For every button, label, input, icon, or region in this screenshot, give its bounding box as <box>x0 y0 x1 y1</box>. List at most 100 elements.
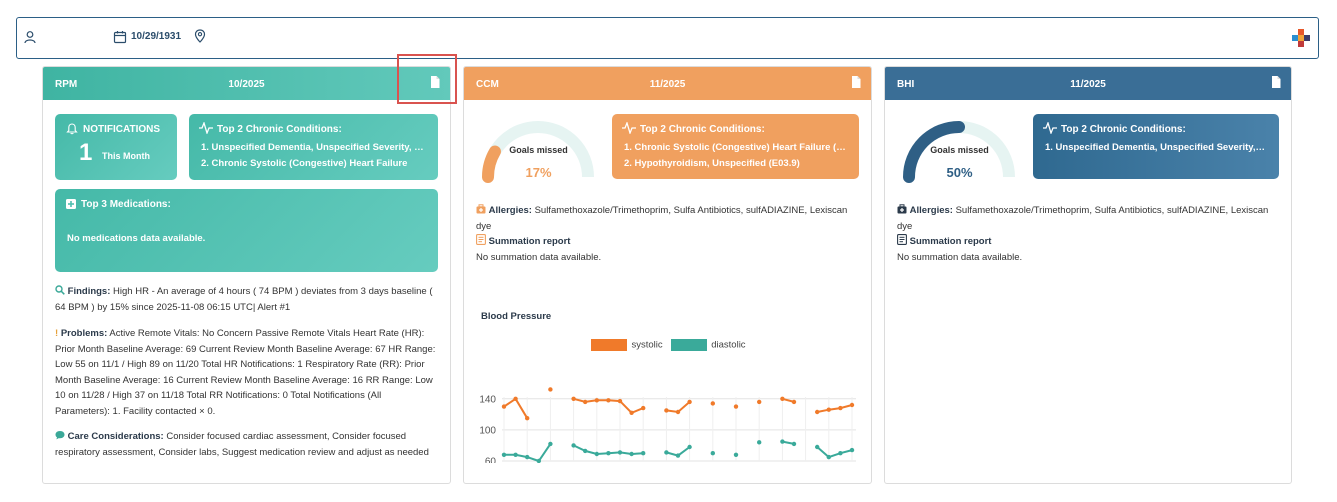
systolic-point <box>617 398 623 404</box>
diastolic-point <box>606 451 611 456</box>
rpm-period: 10/2025 <box>228 79 265 90</box>
ccm-conditions-box: Top 2 Chronic Conditions: 1. Chronic Sys… <box>612 114 859 179</box>
systolic-point <box>791 399 797 405</box>
care-label: Care Considerations: <box>67 431 164 442</box>
problems-text: Active Remote Vitals: No Concern Passive… <box>55 328 436 417</box>
systolic-point <box>780 396 785 401</box>
report-icon <box>897 234 907 245</box>
systolic-point <box>675 409 681 415</box>
chart-title: Blood Pressure <box>481 311 552 322</box>
y-tick-label: 60 <box>485 457 497 464</box>
bhi-conditions-title: Top 2 Chronic Conditions: <box>1061 124 1186 135</box>
systolic-point <box>826 407 831 412</box>
location-pin-icon[interactable] <box>194 29 206 43</box>
rpm-conditions-title: Top 2 Chronic Conditions: <box>217 124 342 135</box>
y-tick-label: 140 <box>479 394 496 405</box>
systolic-point <box>710 401 715 406</box>
notifications-count: 1 <box>79 139 93 166</box>
diastolic-point <box>571 443 576 448</box>
document-icon[interactable] <box>430 76 440 88</box>
systolic-point <box>641 405 646 411</box>
bhi-gauge-label: Goals missed <box>930 145 989 155</box>
ccm-period: 11/2025 <box>649 79 686 90</box>
diastolic-point <box>733 452 739 457</box>
diastolic-point <box>617 450 623 455</box>
systolic-point <box>664 408 669 413</box>
ccm-condition-1: 1. Chronic Systolic (Congestive) Heart F… <box>624 142 846 153</box>
rpm-card: RPM 10/2025 NOTIFICATIONS 1 This Month T… <box>42 66 451 484</box>
ccm-summation-section: Summation report No summation data avail… <box>476 234 859 265</box>
systolic-point <box>849 402 855 408</box>
rpm-conditions-box: Top 2 Chronic Conditions: 1. Unspecified… <box>189 114 438 180</box>
bhi-header: BHI 11/2025 <box>885 67 1291 100</box>
rpm-condition-2: 2. Chronic Systolic (Congestive) Heart F… <box>201 158 408 169</box>
diastolic-point <box>675 453 681 458</box>
bhi-condition-1: 1. Unspecified Dementia, Unspecified Sev… <box>1045 142 1267 153</box>
document-icon[interactable] <box>1271 76 1281 88</box>
legend-swatch-systolic[interactable] <box>591 339 628 351</box>
bhi-gauge-arc <box>903 121 1015 183</box>
ccm-summation-label: Summation report <box>488 236 571 247</box>
patient-bar: 10/29/1931 <box>16 17 1319 59</box>
ccm-allergies-section: Allergies: Sulfamethoxazole/Trimethoprim… <box>476 203 859 234</box>
date-of-birth: 10/29/1931 <box>131 31 182 42</box>
medical-bag-icon <box>476 204 486 214</box>
y-tick-label: 100 <box>479 425 496 436</box>
problems-label: Problems: <box>60 328 108 339</box>
medications-empty: No medications data available. <box>67 233 206 244</box>
systolic-point <box>606 398 611 403</box>
diastolic-point <box>757 440 762 445</box>
ccm-allergies-text: Sulfamethoxazole/Trimethoprim, Sulfa Ant… <box>476 205 848 232</box>
exclamation-icon: ! <box>55 328 59 339</box>
notifications-period: This Month <box>102 151 150 161</box>
diastolic-point <box>687 444 692 450</box>
diastolic-point <box>629 451 634 457</box>
chat-bubble-icon <box>55 431 65 440</box>
rpm-header: RPM 10/2025 <box>43 67 450 100</box>
ccm-allergies-label: Allergies: <box>488 205 532 216</box>
care-text: Consider focused cardiac assessment, Con… <box>55 431 429 458</box>
bhi-conditions-box: Top 2 Chronic Conditions: 1. Unspecified… <box>1033 114 1279 179</box>
diastolic-point <box>548 441 553 447</box>
chart-plot: 60100140135791113151719212325272931 <box>479 387 856 464</box>
chart-legend: systolic diastolic <box>464 339 871 351</box>
ccm-condition-2: 2. Hypothyroidism, Unspecified (E03.9) <box>624 158 800 169</box>
legend-label-systolic: systolic <box>631 339 663 351</box>
care-section: Care Considerations: Consider focused ca… <box>55 429 438 460</box>
medications-box: Top 3 Medications: No medications data a… <box>55 189 438 272</box>
medications-title: Top 3 Medications: <box>81 199 171 210</box>
diastolic-line <box>816 446 853 459</box>
findings-section: Findings: High HR - An average of 4 hour… <box>55 284 438 315</box>
rpm-title: RPM <box>55 79 78 90</box>
findings-label: Findings: <box>67 286 111 297</box>
document-icon[interactable] <box>851 76 861 88</box>
legend-label-diastolic: diastolic <box>711 339 746 351</box>
systolic-point <box>571 396 576 401</box>
diastolic-point <box>838 451 843 456</box>
bhi-allergies-label: Allergies: <box>909 205 953 216</box>
systolic-point <box>687 399 692 405</box>
bhi-card: BHI 11/2025 Goals missed 50% Top 2 Chron… <box>884 66 1292 484</box>
systolic-point <box>583 399 588 405</box>
problems-section: ! Problems: Active Remote Vitals: No Con… <box>55 326 438 419</box>
systolic-point <box>757 399 762 405</box>
diastolic-point <box>815 444 820 450</box>
diastolic-point <box>513 452 518 457</box>
medical-cross-logo <box>1292 29 1310 47</box>
bhi-goals-gauge: Goals missed 50% <box>897 115 1022 195</box>
bhi-title: BHI <box>897 79 915 90</box>
calendar-icon <box>113 31 127 44</box>
systolic-line <box>503 397 529 419</box>
systolic-point <box>629 410 634 415</box>
systolic-line <box>817 404 853 413</box>
systolic-point <box>548 387 553 392</box>
notifications-title: NOTIFICATIONS <box>83 124 161 135</box>
search-icon <box>55 285 65 295</box>
systolic-point <box>501 404 507 409</box>
highlight-box <box>397 54 457 104</box>
notifications-box[interactable]: NOTIFICATIONS 1 This Month <box>55 114 177 180</box>
systolic-point <box>838 405 843 411</box>
legend-swatch-diastolic[interactable] <box>671 339 708 351</box>
person-icon <box>24 31 36 44</box>
bhi-summation-label: Summation report <box>909 236 992 247</box>
